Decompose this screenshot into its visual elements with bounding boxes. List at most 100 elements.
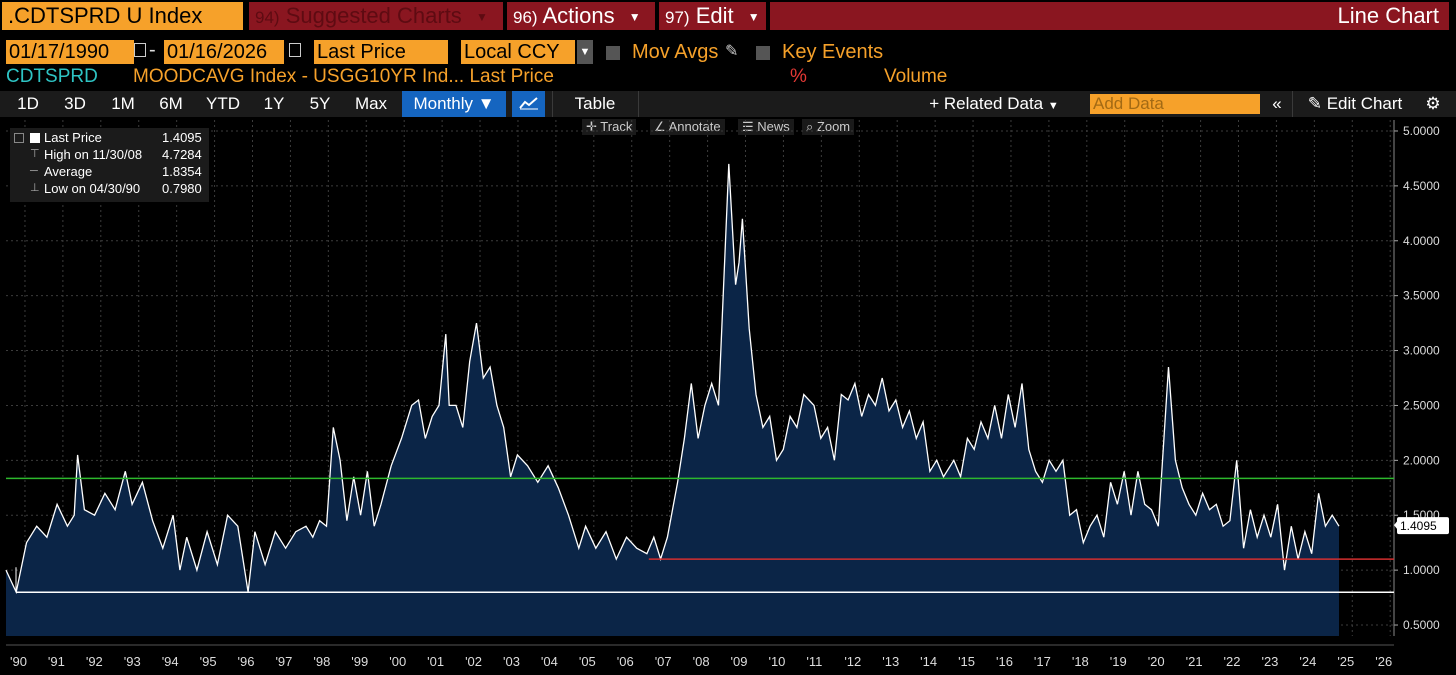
add-data-input[interactable]: Add Data <box>1090 94 1260 114</box>
x-tick-label: '11 <box>806 654 822 669</box>
period-1d[interactable]: 1D <box>17 94 39 113</box>
related-data-label: Related Data <box>943 94 1044 113</box>
series-legend-row: CDTSPRD MOODCAVG Index - USGG10YR Ind...… <box>0 66 1456 88</box>
edit-menu[interactable]: 97) Edit ▼ <box>659 2 766 30</box>
chevron-down-icon: ▼ <box>628 10 641 24</box>
related-data-button[interactable]: + Related Data ▼ <box>914 91 1074 117</box>
edit-label: Edit <box>695 3 734 28</box>
x-tick-label: '20 <box>1148 654 1165 669</box>
calendar-icon[interactable] <box>134 43 146 57</box>
last-price-label: 1.4095 <box>1400 519 1437 533</box>
news-icon: ☰ <box>742 119 754 134</box>
y-tick-label: 2.5000 <box>1403 398 1440 412</box>
y-tick-label: 4.0000 <box>1403 234 1440 248</box>
chevron-down-icon[interactable]: ▼ <box>577 40 593 64</box>
key-events-checkbox[interactable] <box>756 46 770 60</box>
y-tick-label: 3.0000 <box>1403 344 1440 358</box>
period-max[interactable]: Max <box>354 94 388 113</box>
legend-low-label: Low on 04/30/90 <box>44 181 141 196</box>
ticker-field[interactable]: .CDTSPRD U Index <box>2 2 243 30</box>
chevron-down-icon: ▼ <box>1047 100 1059 112</box>
period-5y[interactable]: 5Y <box>309 94 331 113</box>
x-tick-label: '02 <box>465 654 482 669</box>
end-date-input[interactable]: 01/16/2026 <box>164 40 284 64</box>
annotate-icon: ∠ <box>654 119 666 134</box>
y-tick-label: 3.5000 <box>1403 289 1440 303</box>
calendar-icon[interactable] <box>289 43 301 57</box>
collapse-icon[interactable] <box>14 133 24 143</box>
period-1m[interactable]: 1M <box>111 94 135 113</box>
price-field-select[interactable]: Last Price <box>314 40 448 64</box>
gear-icon[interactable]: ⚙ <box>1425 94 1441 113</box>
date-separator: - <box>149 39 156 61</box>
x-tick-label: '24 <box>1299 654 1316 669</box>
chevron-down-icon: ▼ <box>475 10 488 24</box>
series-swatch <box>30 133 40 143</box>
actions-number: 96) <box>513 8 538 27</box>
last-price-pointer <box>1394 520 1398 531</box>
chevron-down-icon: ▼ <box>477 94 495 113</box>
x-tick-label: '15 <box>958 654 975 669</box>
x-tick-label: '14 <box>920 654 937 669</box>
edit-number: 97) <box>665 8 690 27</box>
x-tick-label: '26 <box>1375 654 1392 669</box>
last-price-box <box>1397 517 1449 535</box>
period-bar: 1D 3D 1M 6M YTD 1Y 5Y Max Monthly ▼ Tabl… <box>0 91 1456 117</box>
x-tick-label: '94 <box>162 654 179 669</box>
high-marker-icon: ⊤ <box>30 148 40 160</box>
x-tick-label: '04 <box>541 654 558 669</box>
currency-select[interactable]: Local CCY <box>461 40 575 64</box>
zoom-icon: ⌕ <box>806 119 814 134</box>
x-tick-label: '19 <box>1110 654 1127 669</box>
crosshair-icon: ✛ <box>586 119 597 134</box>
period-3d[interactable]: 3D <box>64 94 86 113</box>
legend-last-value: 1.4095 <box>162 130 202 145</box>
x-tick-label: '18 <box>1072 654 1089 669</box>
series-area <box>6 163 1339 636</box>
x-tick-label: '12 <box>844 654 861 669</box>
top-toolbar: .CDTSPRD U Index 94) Suggested Charts ▼ … <box>0 0 1456 32</box>
x-tick-label: '16 <box>996 654 1013 669</box>
suggested-charts-number: 94) <box>255 8 280 27</box>
pencil-icon: ✎ <box>1307 94 1322 113</box>
actions-menu[interactable]: 96) Actions ▼ <box>507 2 655 30</box>
legend-high-label: High on 11/30/08 <box>44 147 143 162</box>
x-tick-label: '13 <box>882 654 899 669</box>
legend-last-label: Last Price <box>44 130 102 145</box>
suggested-charts-label: Suggested Charts <box>285 3 462 28</box>
table-button[interactable]: Table <box>574 94 616 113</box>
period-6m[interactable]: 6M <box>159 94 183 113</box>
key-events-label: Key Events <box>782 41 884 63</box>
pencil-icon[interactable]: ✎ <box>725 43 739 60</box>
x-tick-label: '93 <box>124 654 141 669</box>
date-controls: 01/17/1990 - 01/16/2026 Last Price Local… <box>0 38 1456 66</box>
line-chart-icon[interactable] <box>512 91 545 117</box>
mov-avgs-label: Mov Avgs <box>632 41 719 63</box>
mov-avgs-checkbox[interactable] <box>606 46 620 60</box>
chart-legend-box: Last Price 1.4095 ⊤ High on 11/30/08 4.7… <box>10 128 209 202</box>
y-tick-label: 1.0000 <box>1403 563 1440 577</box>
collapse-icon[interactable]: « <box>1272 94 1282 113</box>
actions-label: Actions <box>542 3 615 28</box>
zoom-label: Zoom <box>816 119 851 134</box>
x-tick-label: '10 <box>768 654 785 669</box>
suggested-charts-menu[interactable]: 94) Suggested Charts ▼ <box>249 2 503 30</box>
series-description[interactable]: MOODCAVG Index - USGG10YR Ind... Last Pr… <box>133 66 554 87</box>
security-name: CDTSPRD <box>6 66 98 87</box>
x-tick-label: '00 <box>389 654 406 669</box>
track-label: Track <box>600 119 633 134</box>
legend-average-value: 1.8354 <box>162 164 202 179</box>
x-tick-label: '05 <box>579 654 596 669</box>
x-tick-label: '08 <box>693 654 710 669</box>
chart-type-title: Line Chart <box>770 2 1449 30</box>
frequency-select[interactable]: Monthly ▼ <box>402 91 506 117</box>
period-ytd[interactable]: YTD <box>206 94 240 113</box>
low-marker-icon: ⊥ <box>30 182 40 194</box>
edit-chart-button[interactable]: ✎ Edit Chart <box>1296 91 1414 117</box>
start-date-input[interactable]: 01/17/1990 <box>6 40 134 64</box>
period-1y[interactable]: 1Y <box>263 94 285 113</box>
annotate-tool[interactable]: ∠ Annotate <box>650 119 725 135</box>
x-tick-label: '96 <box>238 654 255 669</box>
x-tick-label: '07 <box>655 654 672 669</box>
